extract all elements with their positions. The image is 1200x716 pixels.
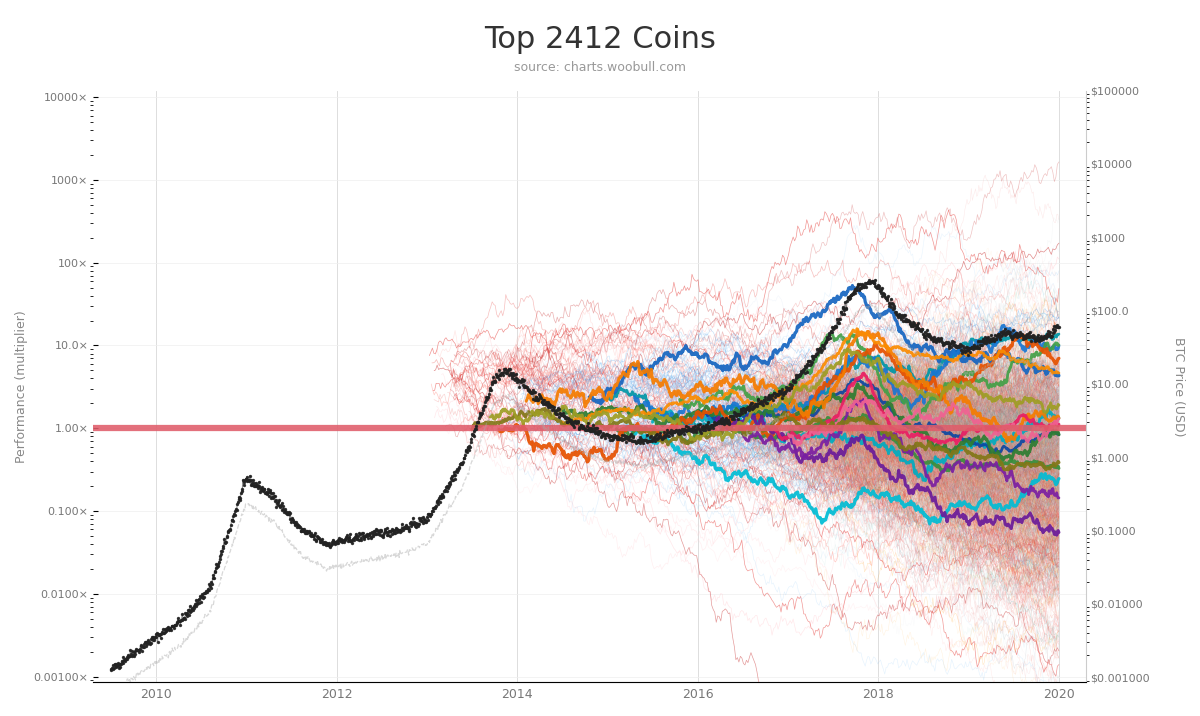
Y-axis label: Performance (multiplier): Performance (multiplier)	[14, 310, 28, 463]
Y-axis label: BTC Price (USD): BTC Price (USD)	[1172, 337, 1186, 436]
Text: Top 2412 Coins: Top 2412 Coins	[484, 25, 716, 54]
Text: source: charts.woobull.com: source: charts.woobull.com	[514, 61, 686, 74]
